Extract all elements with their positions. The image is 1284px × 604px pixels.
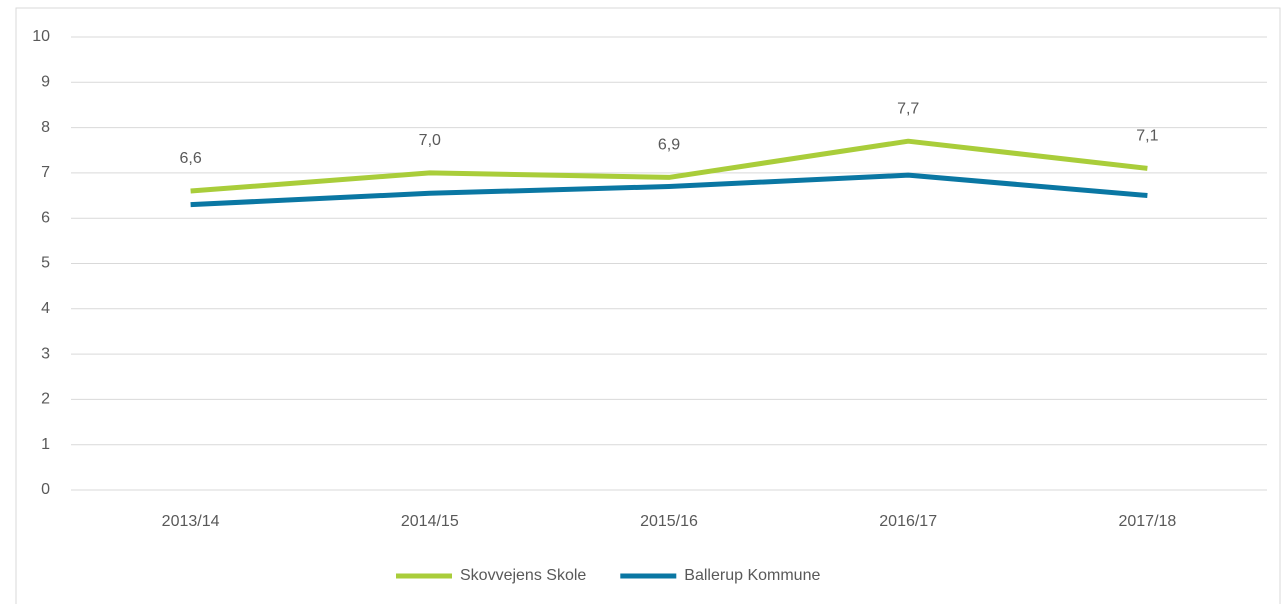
data-label: 6,6 <box>179 150 201 167</box>
y-tick-label: 4 <box>41 300 50 317</box>
y-tick-label: 9 <box>41 74 50 91</box>
data-label: 7,1 <box>1136 128 1158 145</box>
data-label: 7,7 <box>897 100 919 117</box>
x-tick-label: 2015/16 <box>640 513 698 530</box>
x-tick-label: 2013/14 <box>162 513 220 530</box>
legend-label: Skovvejens Skole <box>460 567 586 584</box>
y-tick-label: 2 <box>41 391 50 408</box>
series-line <box>190 138 1148 194</box>
y-tick-label: 10 <box>32 28 50 45</box>
y-tick-label: 6 <box>41 209 50 226</box>
legend-label: Ballerup Kommune <box>684 567 820 584</box>
x-tick-label: 2016/17 <box>879 513 937 530</box>
data-label: 6,9 <box>658 137 680 154</box>
data-label: 7,0 <box>419 132 441 149</box>
y-tick-label: 0 <box>41 481 50 498</box>
chart-border <box>15 7 1281 604</box>
y-tick-label: 8 <box>41 119 50 136</box>
y-tick-label: 7 <box>41 164 50 181</box>
y-tick-label: 5 <box>41 255 50 272</box>
y-tick-label: 3 <box>41 345 50 362</box>
x-tick-label: 2014/15 <box>401 513 459 530</box>
x-tick-label: 2017/18 <box>1118 513 1176 530</box>
y-tick-label: 1 <box>41 436 50 453</box>
series-line <box>190 172 1148 208</box>
